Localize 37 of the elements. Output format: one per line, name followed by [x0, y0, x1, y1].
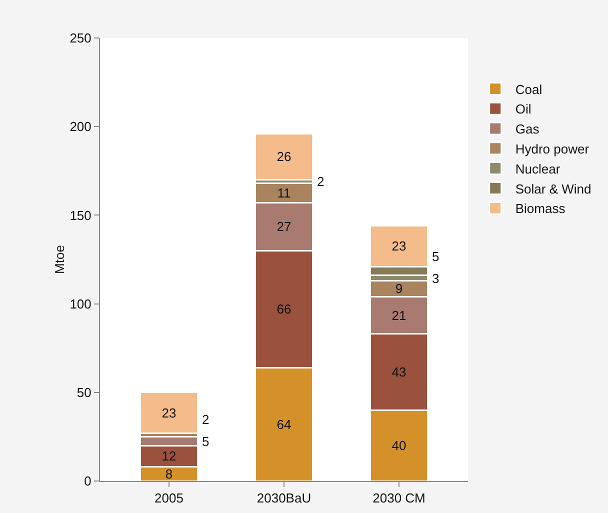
legend-label: Oil [515, 102, 532, 117]
bar [254, 132, 314, 181]
y-axis-title: Mtoe [52, 245, 67, 274]
data-label: 5 [202, 434, 210, 449]
y-tick-label: 0 [84, 474, 92, 489]
data-label: 2 [202, 412, 210, 427]
legend-label: Solar & Wind [515, 181, 592, 196]
legend-label: Nuclear [515, 161, 561, 176]
y-tick-label: 200 [70, 119, 92, 134]
data-label: 23 [162, 405, 176, 420]
data-label: 11 [277, 186, 291, 201]
data-label: 64 [276, 416, 292, 432]
data-label: 9 [395, 281, 403, 296]
data-label: 2 [317, 174, 324, 189]
y-tick-label: 50 [76, 384, 92, 400]
data-label: 3 [432, 271, 440, 286]
legend-label: Gas [515, 122, 540, 137]
x-tick-label: 2030 CM [372, 490, 426, 506]
legend-label: Coal [515, 82, 542, 97]
data-label: 23 [392, 238, 406, 254]
data-label: 40 [392, 438, 406, 454]
data-label: 5 [432, 249, 440, 264]
data-label: 66 [276, 302, 292, 317]
legend-label: Hydro power [515, 141, 590, 156]
data-label: 43 [392, 364, 406, 380]
y-tick-label: 250 [70, 30, 92, 46]
x-tick-label: 2005 [154, 490, 184, 506]
data-label: 12 [162, 448, 176, 464]
data-label: 27 [276, 219, 292, 234]
data-label: 21 [392, 308, 406, 323]
y-tick-label: 150 [70, 208, 92, 223]
y-tick-label: 100 [70, 296, 92, 312]
legend-label: Biomass [515, 201, 566, 216]
x-tick-label: 2030BaU [256, 490, 312, 506]
data-label: 8 [165, 466, 173, 482]
data-label: 26 [276, 149, 292, 164]
bar [140, 392, 198, 434]
